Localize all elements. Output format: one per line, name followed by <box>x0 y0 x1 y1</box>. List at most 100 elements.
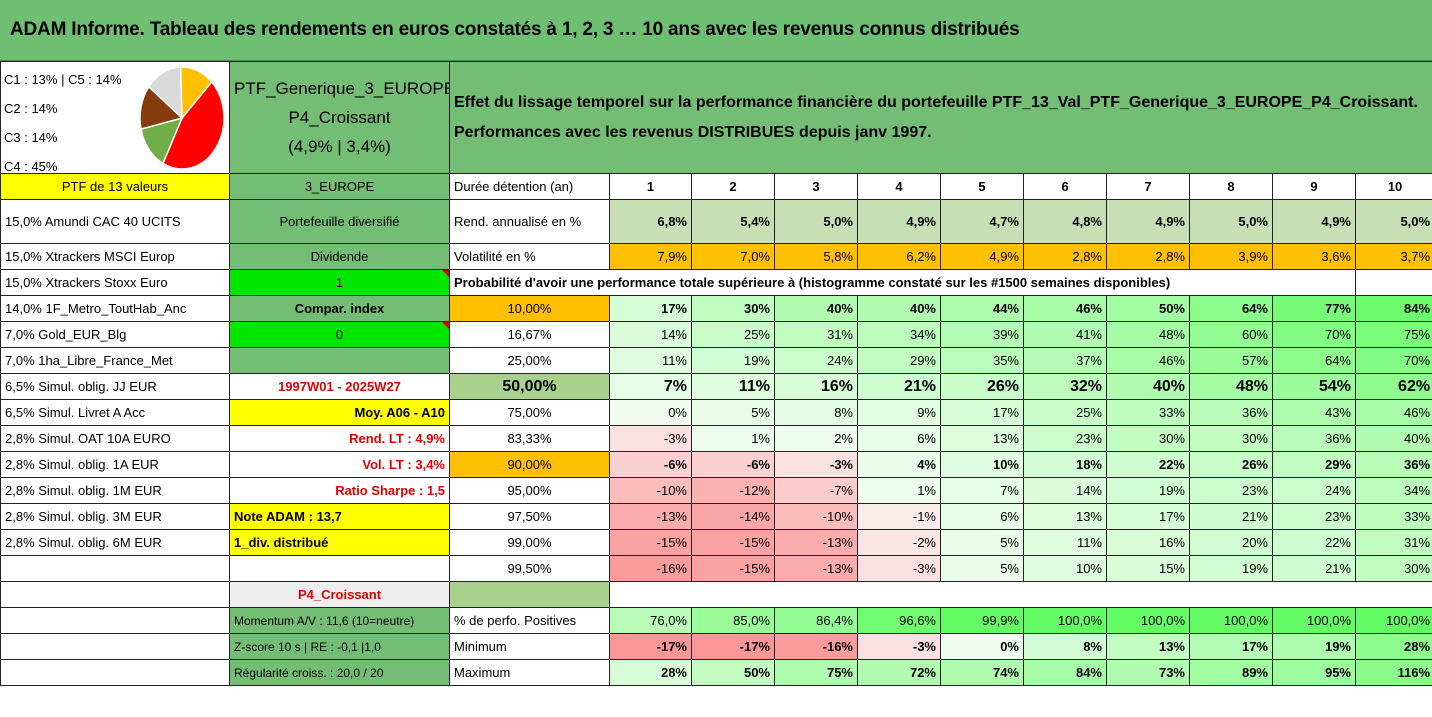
prob-cell: 10% <box>940 451 1024 478</box>
prob-cell: 20% <box>1189 529 1273 556</box>
positive-value: 96,6% <box>857 607 941 634</box>
prob-cell: 26% <box>1189 451 1273 478</box>
prob-cell: 54% <box>1272 373 1356 400</box>
prob-cell: 17% <box>609 295 692 322</box>
holding-item: 7,0% Gold_EUR_Blg <box>0 321 230 348</box>
prob-cell: 19% <box>691 347 775 374</box>
pie-slice-c4 <box>161 80 225 170</box>
prob-cell: 4% <box>857 451 941 478</box>
prob-cell: 62% <box>1354 373 1432 400</box>
vol-value: 5,8% <box>774 243 858 270</box>
compar-input[interactable]: 0 <box>229 321 450 348</box>
prob-cell: 36% <box>1189 399 1273 426</box>
prob-cell: 31% <box>774 321 858 348</box>
empty-cell <box>0 555 230 582</box>
maximum-label: Maximum <box>449 659 610 686</box>
quantile-label: 99,00% <box>449 529 610 556</box>
empty-cell <box>229 347 450 374</box>
year-header: 10 <box>1354 173 1432 200</box>
holding-item: 2,8% Simul. oblig. 6M EUR <box>0 529 230 556</box>
positive-value: 100,0% <box>1189 607 1273 634</box>
rend-value: 6,8% <box>609 199 692 244</box>
prob-cell: 41% <box>1023 321 1107 348</box>
description-line: Performances avec les revenus DISTRIBUES… <box>454 123 932 141</box>
vol-lt-label: Vol. LT : 3,4% <box>229 451 450 478</box>
prob-cell: 17% <box>940 399 1024 426</box>
prob-cell: 29% <box>857 347 941 374</box>
holding-item: 14,0% 1F_Metro_ToutHab_Anc <box>0 295 230 322</box>
prob-cell: 35% <box>940 347 1024 374</box>
prob-cell: 70% <box>1354 347 1432 374</box>
quantile-label: 10,00% <box>449 295 610 322</box>
prob-cell: 21% <box>1272 555 1356 582</box>
prob-cell: -15% <box>691 529 775 556</box>
quantile-label: 25,00% <box>449 347 610 374</box>
maximum-value: 89% <box>1189 659 1273 686</box>
holding-item: 2,8% Simul. OAT 10A EURO <box>0 425 230 452</box>
pie-chart-cell: C1 : 13% | C5 : 14% C2 : 14% C3 : 14% C4… <box>0 61 230 174</box>
quantile-label: 83,33% <box>449 425 610 452</box>
sharpe-label: Ratio Sharpe : 1,5 <box>229 477 450 504</box>
prob-cell: 7% <box>609 373 692 400</box>
prob-cell: 34% <box>857 321 941 348</box>
prob-cell: 23% <box>1189 477 1273 504</box>
rend-value: 4,9% <box>1272 199 1356 244</box>
pie-legend-item: C4 : 45% <box>4 159 58 174</box>
vol-value: 3,9% <box>1189 243 1273 270</box>
positive-value: 100,0% <box>1354 607 1432 634</box>
year-header: 3 <box>774 173 858 200</box>
portfolio-name-suffix: P4_Croissant <box>288 108 391 127</box>
prob-cell: 40% <box>1354 425 1432 452</box>
prob-cell: 30% <box>1106 425 1190 452</box>
prob-cell: 77% <box>1272 295 1356 322</box>
prob-cell: 6% <box>940 503 1024 530</box>
empty-cell <box>0 607 230 634</box>
prob-cell: 26% <box>940 373 1024 400</box>
quantile-label: 95,00% <box>449 477 610 504</box>
vol-value: 6,2% <box>857 243 941 270</box>
quantile-label: 90,00% <box>449 451 610 478</box>
empty-cell <box>0 659 230 686</box>
prob-cell: 7% <box>940 477 1024 504</box>
prob-cell: 40% <box>857 295 941 322</box>
minimum-value: 17% <box>1189 633 1273 660</box>
prob-cell: 84% <box>1354 295 1432 322</box>
vol-value: 3,7% <box>1354 243 1432 270</box>
prob-cell: 40% <box>774 295 858 322</box>
maximum-value: 75% <box>774 659 858 686</box>
positive-value: 86,4% <box>774 607 858 634</box>
prob-cell: 17% <box>1106 503 1190 530</box>
pie-legend-item: C3 : 14% <box>4 130 58 145</box>
ptf-count: PTF de 13 valeurs <box>0 173 230 200</box>
prob-cell: 30% <box>1354 555 1432 582</box>
description-line: Effet du lissage temporel sur la perform… <box>454 93 1418 111</box>
moy-label: Moy. A06 - A10 <box>229 399 450 426</box>
regularite-label: Régularité croiss. : 20,0 / 20 <box>229 659 450 686</box>
prob-cell: 44% <box>940 295 1024 322</box>
dividend-value: 1 <box>335 275 344 290</box>
holding-item: 15,0% Xtrackers Stoxx Euro <box>0 269 230 296</box>
positive-value: 100,0% <box>1023 607 1107 634</box>
prob-cell: 11% <box>1023 529 1107 556</box>
rend-value: 4,9% <box>1106 199 1190 244</box>
pie-legend-item: C1 : 13% | C5 : 14% <box>4 72 122 87</box>
positive-value: 76,0% <box>609 607 692 634</box>
compar-label: Compar. index <box>229 295 450 322</box>
dividend-input[interactable]: 1 <box>229 269 450 296</box>
positive-value: 100,0% <box>1106 607 1190 634</box>
prob-cell: 5% <box>691 399 775 426</box>
prob-cell: 48% <box>1106 321 1190 348</box>
prob-cell: 10% <box>1023 555 1107 582</box>
prob-cell: 64% <box>1272 347 1356 374</box>
prob-cell: 30% <box>691 295 775 322</box>
positive-value: 100,0% <box>1272 607 1356 634</box>
maximum-value: 28% <box>609 659 692 686</box>
diversification-label: Portefeuille diversifié <box>229 199 450 244</box>
year-header: 8 <box>1189 173 1273 200</box>
prob-cell: -16% <box>609 555 692 582</box>
positive-value: 99,9% <box>940 607 1024 634</box>
allocation-pie-chart <box>139 66 225 170</box>
prob-cell: 24% <box>1272 477 1356 504</box>
prob-cell: 43% <box>1272 399 1356 426</box>
prob-cell: 19% <box>1106 477 1190 504</box>
